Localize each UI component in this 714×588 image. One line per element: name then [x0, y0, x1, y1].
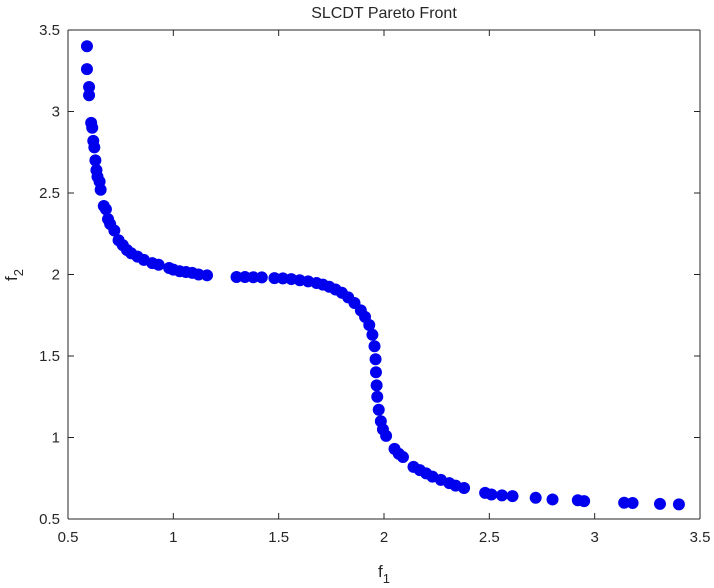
data-point [152, 258, 165, 271]
data-point [529, 491, 542, 504]
data-point [546, 493, 559, 506]
y-tick-label: 1.5 [39, 348, 60, 365]
data-point [506, 490, 519, 503]
data-point [255, 271, 268, 284]
x-tick-label: 2.5 [479, 529, 500, 546]
x-tick-label: 1 [169, 529, 177, 546]
data-point [369, 353, 382, 366]
y-axis-label-sub: 2 [11, 269, 26, 276]
data-points [80, 40, 685, 511]
data-point [94, 183, 107, 196]
data-point [653, 497, 666, 510]
data-point [80, 63, 93, 76]
data-point [458, 482, 471, 495]
data-point [238, 270, 251, 283]
data-point [578, 495, 591, 508]
data-point [86, 121, 99, 134]
data-point [80, 40, 93, 53]
y-tick-label: 2 [52, 267, 60, 284]
x-axis-label-sub: 1 [383, 571, 390, 586]
data-point [201, 269, 214, 282]
data-point [247, 271, 260, 284]
y-tick-label: 2.5 [39, 185, 60, 202]
x-tick-label: 3 [590, 529, 598, 546]
data-point [618, 496, 631, 509]
data-point [83, 89, 96, 102]
data-point [396, 451, 409, 464]
y-tick-label: 3 [52, 104, 60, 121]
data-point [626, 497, 639, 510]
data-point [380, 429, 393, 442]
data-point [371, 390, 384, 403]
axes-frame [67, 29, 701, 520]
data-point [369, 366, 382, 379]
data-point [495, 489, 508, 502]
y-ticks: 0.5 1 1.5 2 2.5 3 3.5 [39, 22, 700, 528]
y-axis-label-base: f [2, 276, 21, 281]
chart-title: SLCDT Pareto Front [311, 5, 457, 22]
y-tick-label: 3.5 [39, 22, 60, 39]
data-point [89, 154, 102, 167]
x-tick-label: 0.5 [58, 529, 79, 546]
data-point [672, 498, 685, 511]
data-point [485, 488, 498, 501]
data-point [268, 272, 281, 285]
data-point [372, 403, 385, 416]
data-point [99, 203, 112, 216]
x-tick-label: 1.5 [268, 529, 289, 546]
x-tick-label: 2 [380, 529, 388, 546]
data-point [88, 141, 101, 154]
x-axis-label-base: f [378, 562, 383, 581]
y-axis-label: f2 [2, 269, 26, 281]
y-tick-label: 1 [52, 430, 60, 447]
data-point [108, 224, 121, 237]
x-tick-label: 3.5 [690, 529, 711, 546]
data-point [368, 340, 381, 353]
x-axis-label: f1 [378, 562, 390, 586]
data-point [366, 328, 379, 341]
data-point [370, 379, 383, 392]
y-tick-label: 0.5 [39, 511, 60, 528]
data-point [230, 270, 243, 283]
x-ticks: 0.5 1 1.5 2 2.5 3 3.5 [58, 30, 711, 546]
data-point [363, 319, 376, 332]
